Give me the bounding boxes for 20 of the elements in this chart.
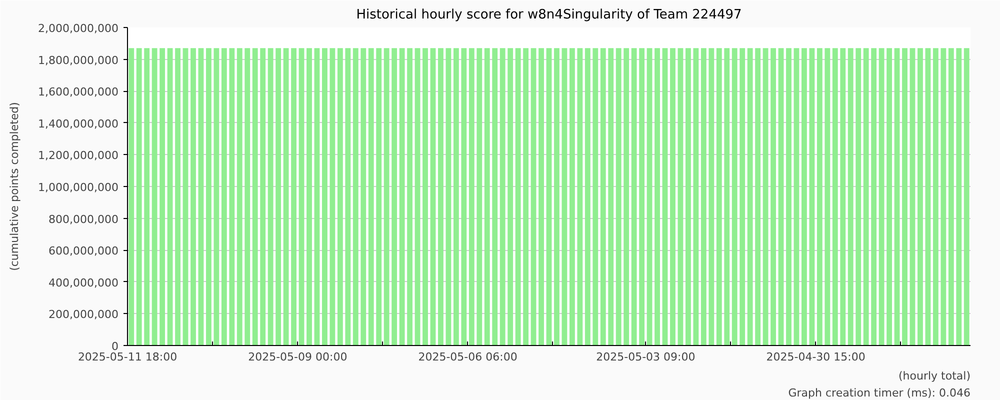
- x-tick-label: 2025-05-06 06:00: [418, 350, 518, 364]
- y-tick-label: 1,400,000,000: [38, 117, 119, 130]
- x-tick-label: 2025-05-09 00:00: [248, 350, 348, 364]
- y-tick-label: 1,200,000,000: [38, 149, 119, 162]
- y-tick-label: 1,000,000,000: [38, 181, 119, 194]
- y-tick-label: 1,800,000,000: [38, 54, 119, 67]
- x-tick-label: 2025-05-11 18:00: [78, 350, 178, 364]
- y-tick-label: 1,600,000,000: [38, 86, 119, 99]
- y-axis-title: (cumulative points completed): [8, 102, 22, 271]
- y-tick-label: 2,000,000,000: [38, 22, 119, 35]
- text: Graph creation timer (ms): 0.046: [788, 386, 971, 400]
- x-tick-label: 2025-04-30 15:00: [766, 350, 866, 364]
- y-tick-label: 600,000,000: [48, 244, 119, 258]
- y-tick-label: 0: [112, 340, 118, 353]
- chart-title: Historical hourly score for w8n4Singularity of Team 224497: [356, 8, 742, 22]
- text: (hourly total): [898, 370, 971, 382]
- y-tick-label: 400,000,000: [48, 276, 119, 290]
- x-tick-label: 2025-05-03 09:00: [596, 350, 696, 364]
- y-tick-label: 200,000,000: [48, 308, 119, 322]
- y-tick-label: 800,000,000: [48, 212, 119, 226]
